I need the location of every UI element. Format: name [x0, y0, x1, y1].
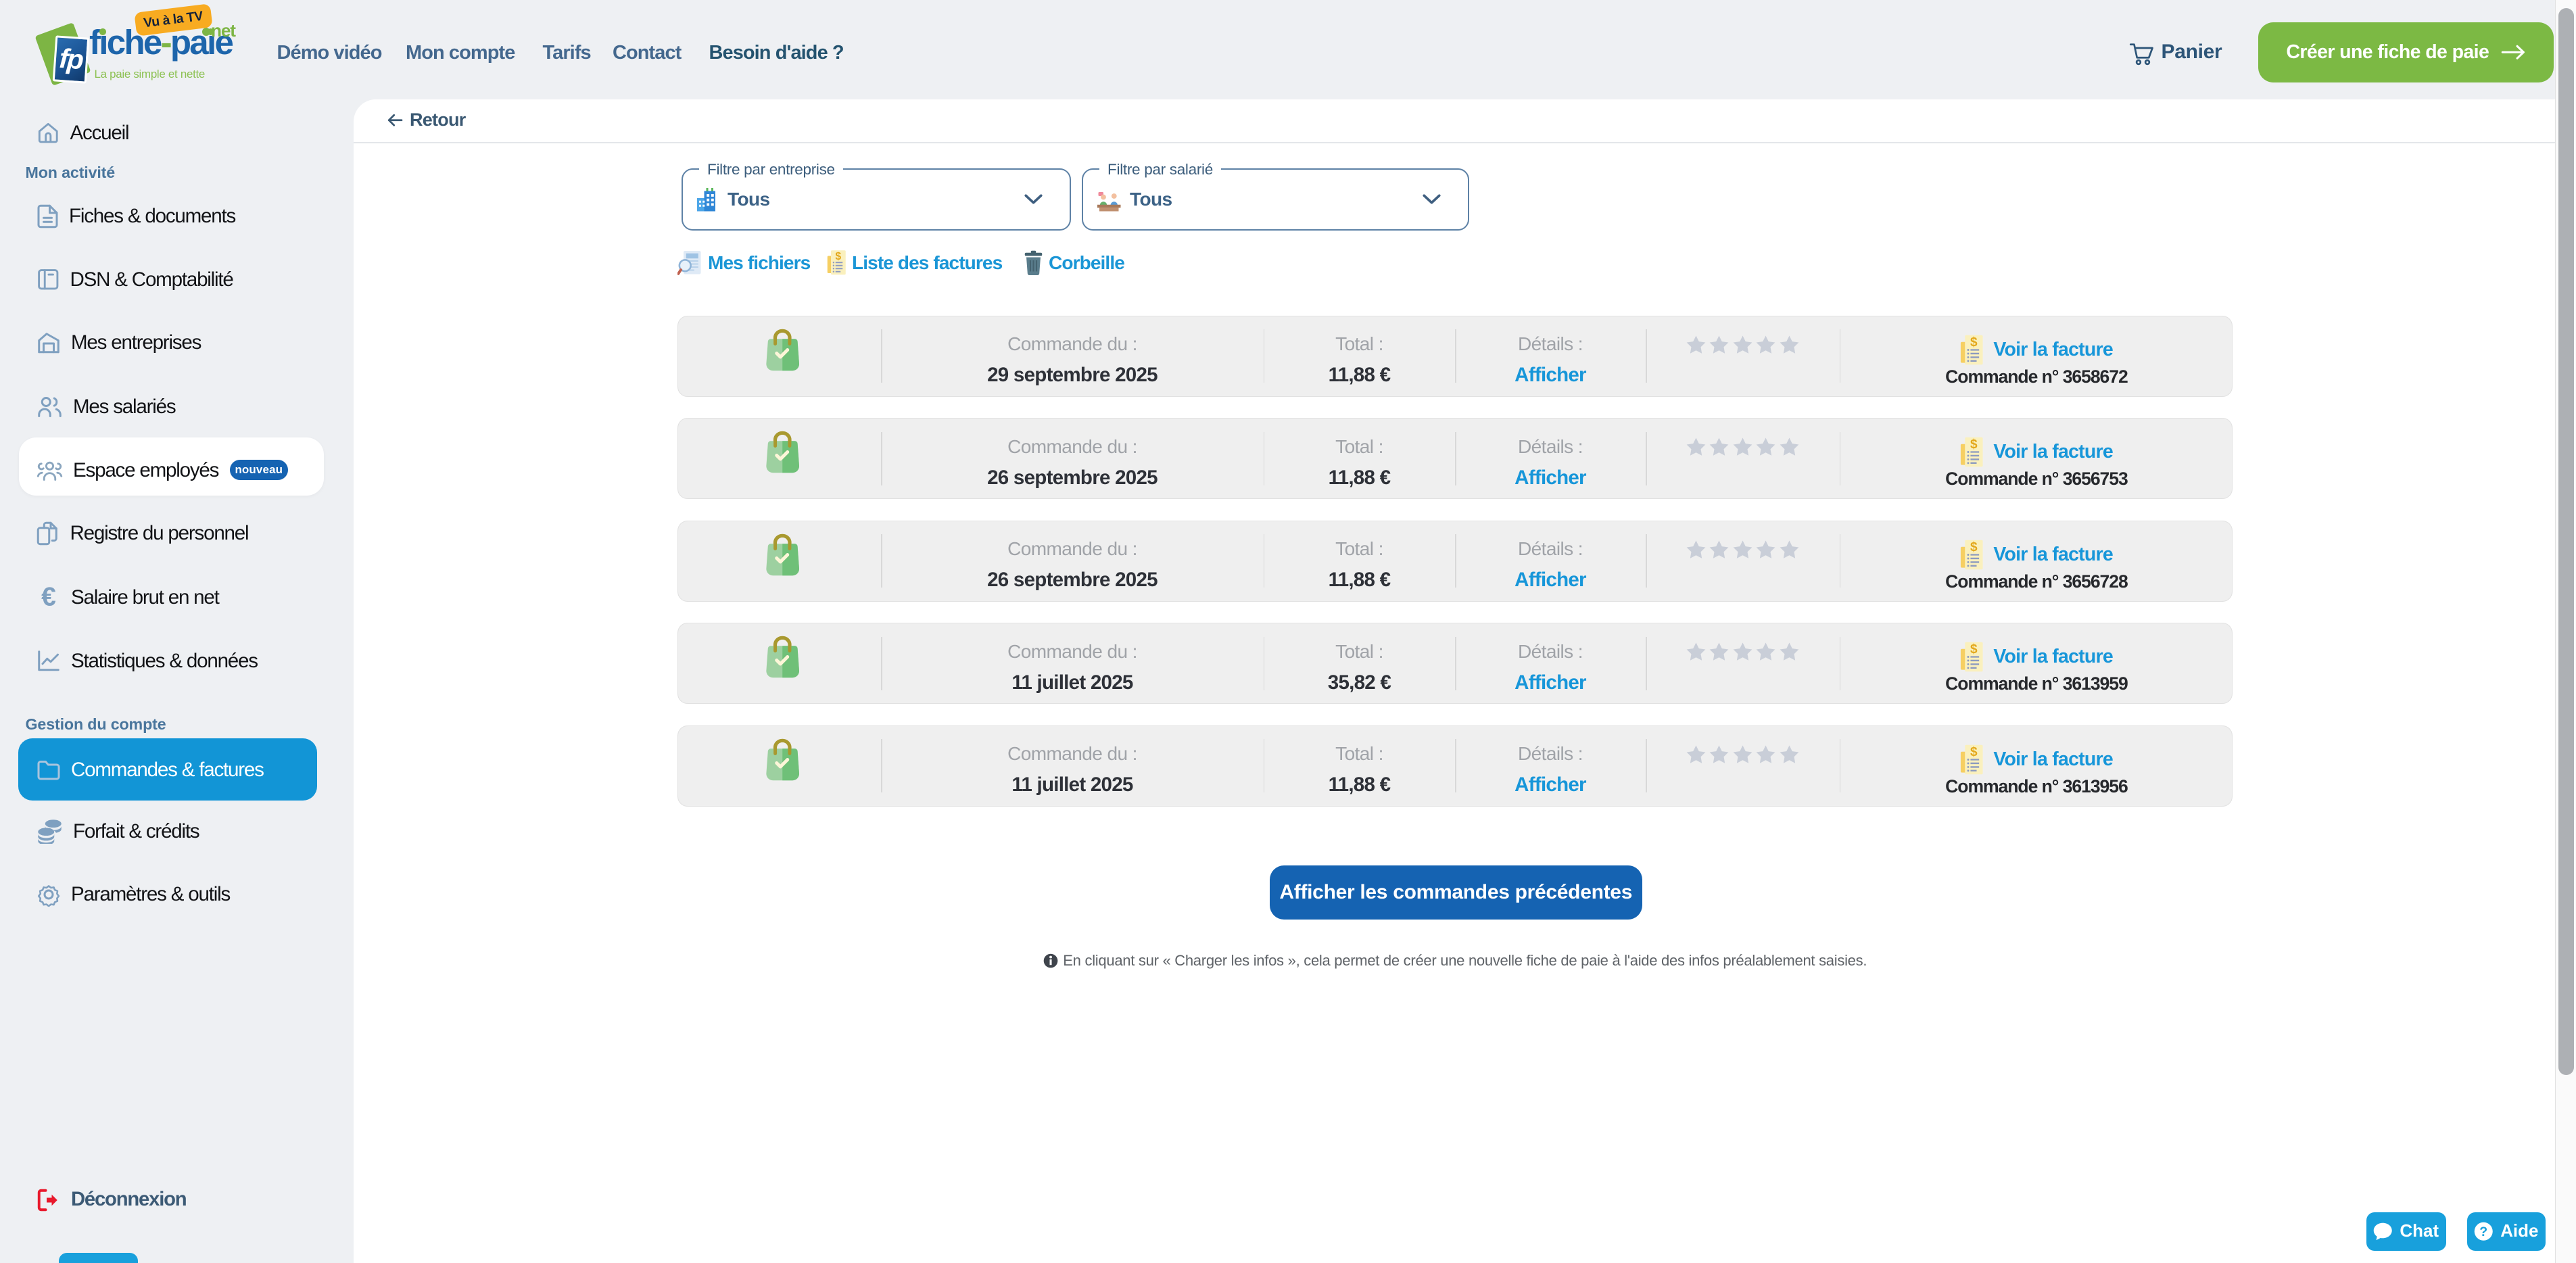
svg-text:$: $	[1970, 745, 1978, 759]
svg-text:?: ?	[2479, 1224, 2487, 1239]
svg-text:$: $	[1970, 335, 1978, 350]
svg-text:$: $	[1970, 642, 1978, 657]
svg-text:€: €	[41, 584, 56, 611]
svg-text:$: $	[1970, 437, 1978, 452]
svg-text:$: $	[1970, 540, 1978, 554]
svg-text:$: $	[835, 251, 841, 262]
